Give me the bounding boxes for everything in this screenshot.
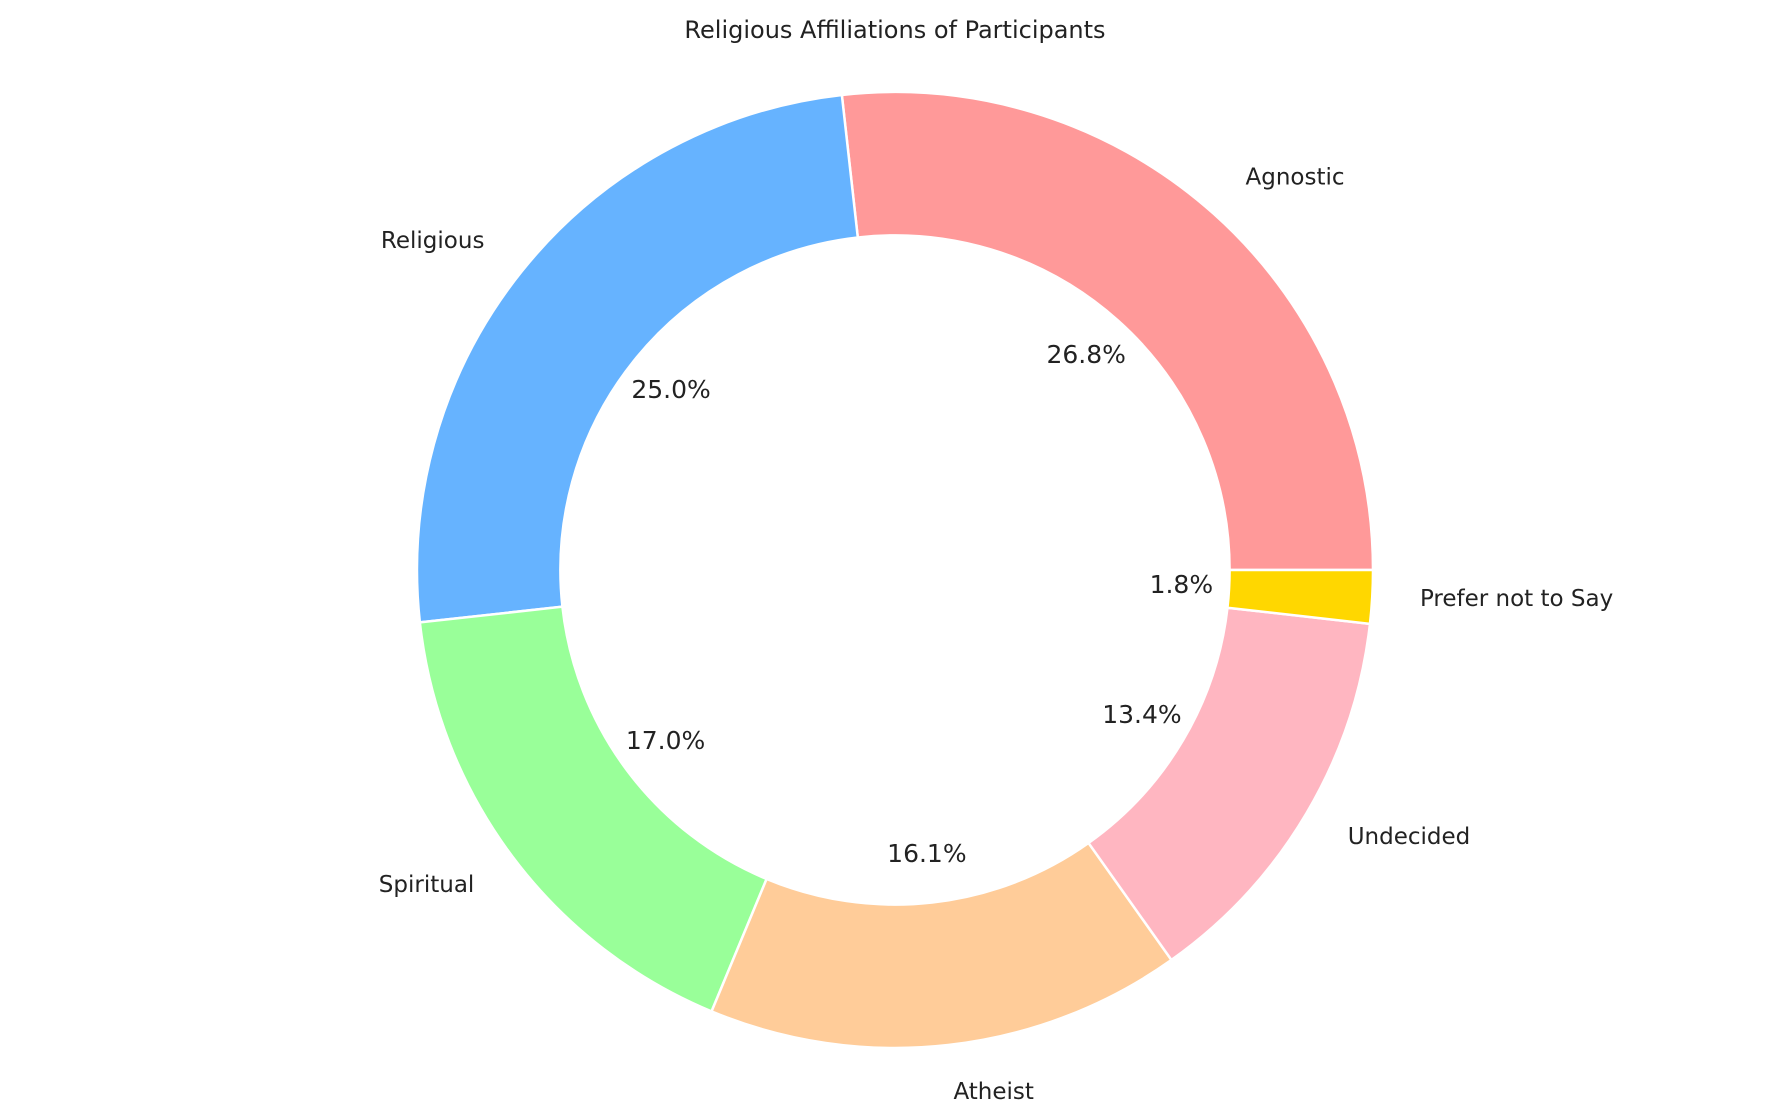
slice-label-atheist: Atheist xyxy=(953,1079,1033,1105)
pct-label-spiritual: 17.0% xyxy=(626,726,705,755)
slice-label-agnostic: Agnostic xyxy=(1246,165,1345,191)
slices-layer xyxy=(415,90,1375,1050)
slice-atheist xyxy=(709,841,1174,1050)
pct-label-atheist: 16.1% xyxy=(887,839,966,868)
slice-label-spiritual: Spiritual xyxy=(379,872,475,898)
pct-label-agnostic: 26.8% xyxy=(1046,340,1125,369)
pct-label-prefer-not-to-say: 1.8% xyxy=(1150,570,1214,599)
slice-religious xyxy=(415,93,860,624)
slice-agnostic xyxy=(840,90,1375,572)
pct-label-religious: 25.0% xyxy=(631,375,710,404)
labels-layer: Agnostic 26.8% Religious 25.0% Spiritual 17.0… xyxy=(379,165,1613,1105)
pct-label-undecided: 13.4% xyxy=(1102,700,1181,729)
slice-label-prefer-not-to-say: Prefer not to Say xyxy=(1420,586,1613,612)
slice-label-undecided: Undecided xyxy=(1348,824,1471,850)
slice-label-religious: Religious xyxy=(381,228,485,254)
chart-title: Religious Affiliations of Participants xyxy=(684,16,1105,44)
slice-spiritual xyxy=(418,605,769,1014)
slice-prefer-not-to-say xyxy=(1226,568,1375,626)
